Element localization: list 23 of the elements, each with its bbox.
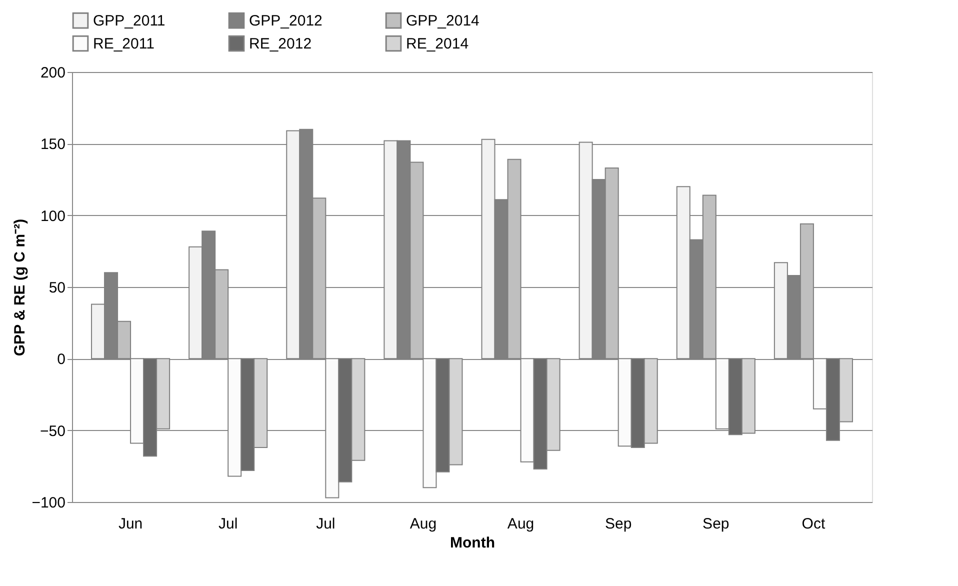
y-tick-label: −50	[40, 422, 66, 440]
x-tick-label: Jul	[218, 516, 238, 532]
x-tick-label: Oct	[802, 516, 826, 532]
legend-label: GPP_2011	[93, 12, 166, 30]
x-tick-label: Sep	[702, 516, 730, 532]
legend-label: GPP_2012	[249, 12, 322, 30]
y-tick-label: 100	[40, 208, 66, 225]
y-tick-label: −100	[32, 494, 66, 512]
legend-label: GPP_2014	[406, 12, 480, 30]
x-axis-title: Month	[450, 534, 495, 552]
x-tick-label: Jun	[118, 516, 143, 532]
y-tick-label: 50	[48, 280, 66, 296]
x-tick-label: Sep	[604, 516, 632, 532]
x-tick-label: Aug	[410, 516, 437, 532]
x-tick-label: Jul	[316, 516, 336, 532]
legend-label: RE_2012	[249, 36, 312, 52]
x-tick-label: Aug	[507, 516, 534, 532]
y-tick-label: 200	[40, 64, 66, 82]
y-axis-title: GPP & RE (g C m⁻²)	[12, 218, 29, 356]
y-tick-label: 0	[57, 351, 66, 368]
legend-label: RE_2011	[93, 36, 154, 52]
y-tick-label: 150	[40, 136, 66, 154]
legend-label: RE_2014	[406, 36, 469, 52]
